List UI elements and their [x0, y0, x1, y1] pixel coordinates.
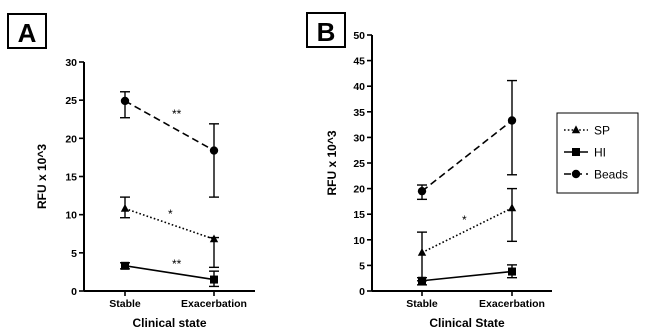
y-tick-label: 5	[71, 248, 77, 260]
x-tick-label: Stable	[406, 298, 438, 310]
x-tick-label: Exacerbation	[181, 298, 247, 310]
y-tick-label: 35	[353, 107, 365, 119]
y-tick-label: 0	[71, 286, 77, 298]
y-tick-label: 20	[353, 184, 365, 196]
series-line	[124, 100, 215, 152]
data-point	[209, 234, 219, 243]
y-tick-label: 30	[353, 132, 365, 144]
series-line	[421, 207, 513, 254]
legend-item-sp: SP	[564, 124, 610, 138]
y-tick-label: 10	[353, 235, 365, 247]
series-beads: **	[120, 91, 219, 198]
significance-marker: *	[462, 213, 467, 227]
series-beads	[417, 79, 517, 201]
series-hi	[417, 264, 517, 286]
data-point	[507, 116, 517, 125]
y-tick-label: 40	[353, 81, 365, 93]
y-tick-label: 15	[65, 172, 77, 184]
data-point	[209, 146, 219, 155]
data-point	[417, 186, 427, 196]
legend: SP HI Beads	[556, 112, 639, 194]
legend-label: SP	[594, 124, 610, 138]
legend-item-hi: HI	[564, 146, 606, 160]
data-point	[120, 203, 130, 212]
significance-marker: *	[168, 207, 173, 221]
legend-marker	[571, 125, 581, 134]
data-point	[508, 267, 516, 276]
y-tick-label: 50	[353, 30, 365, 42]
x-tick-label: Exacerbation	[479, 298, 545, 310]
series-sp: *	[120, 196, 219, 269]
y-tick-label: 15	[353, 209, 365, 221]
significance-marker: **	[172, 107, 182, 121]
y-tick-label: 25	[353, 158, 365, 170]
y-tick-label: 5	[359, 260, 365, 272]
panel-letter-box	[7, 13, 47, 49]
panel-letter: A	[18, 18, 37, 48]
legend-label: Beads	[594, 168, 628, 182]
y-axis-title: RFU x 10^3	[35, 144, 49, 209]
y-tick-label: 0	[359, 286, 365, 298]
significance-marker: **	[172, 257, 182, 271]
series-line	[124, 265, 215, 281]
data-point	[417, 248, 427, 256]
series-line	[421, 119, 513, 192]
chart-panel-b: B 0 5 10 15 20 25 30 35 40 45 50 Stable Exacerbation C…	[306, 12, 552, 329]
panel-letter-box	[306, 12, 346, 48]
data-point	[507, 203, 517, 212]
chart-panel-a: A 0 5 10 15 20 25 30 Stable Exacerbation Clinical …	[7, 13, 255, 329]
legend-marker	[571, 169, 581, 179]
y-tick-label: 45	[353, 56, 365, 68]
series-hi: **	[120, 257, 219, 288]
x-tick-label: Stable	[109, 298, 141, 310]
x-axis-title: Clinical State	[429, 316, 505, 329]
legend-label: HI	[594, 146, 606, 160]
data-point	[120, 96, 130, 106]
legend-item-beads: Beads	[564, 168, 628, 182]
y-tick-label: 30	[65, 57, 77, 69]
series-line	[421, 270, 513, 282]
series-line	[124, 207, 215, 240]
data-point	[210, 275, 218, 284]
y-tick-label: 10	[65, 210, 77, 222]
data-point	[121, 261, 129, 270]
data-point	[418, 276, 426, 285]
panel-letter: B	[317, 17, 336, 47]
legend-box	[556, 112, 639, 194]
y-tick-label: 20	[65, 133, 77, 145]
legend-marker	[572, 148, 580, 156]
series-sp: *	[417, 187, 517, 282]
x-axis-title: Clinical state	[132, 316, 206, 329]
y-axis-title: RFU x 10^3	[325, 130, 339, 195]
y-tick-label: 25	[65, 95, 77, 107]
